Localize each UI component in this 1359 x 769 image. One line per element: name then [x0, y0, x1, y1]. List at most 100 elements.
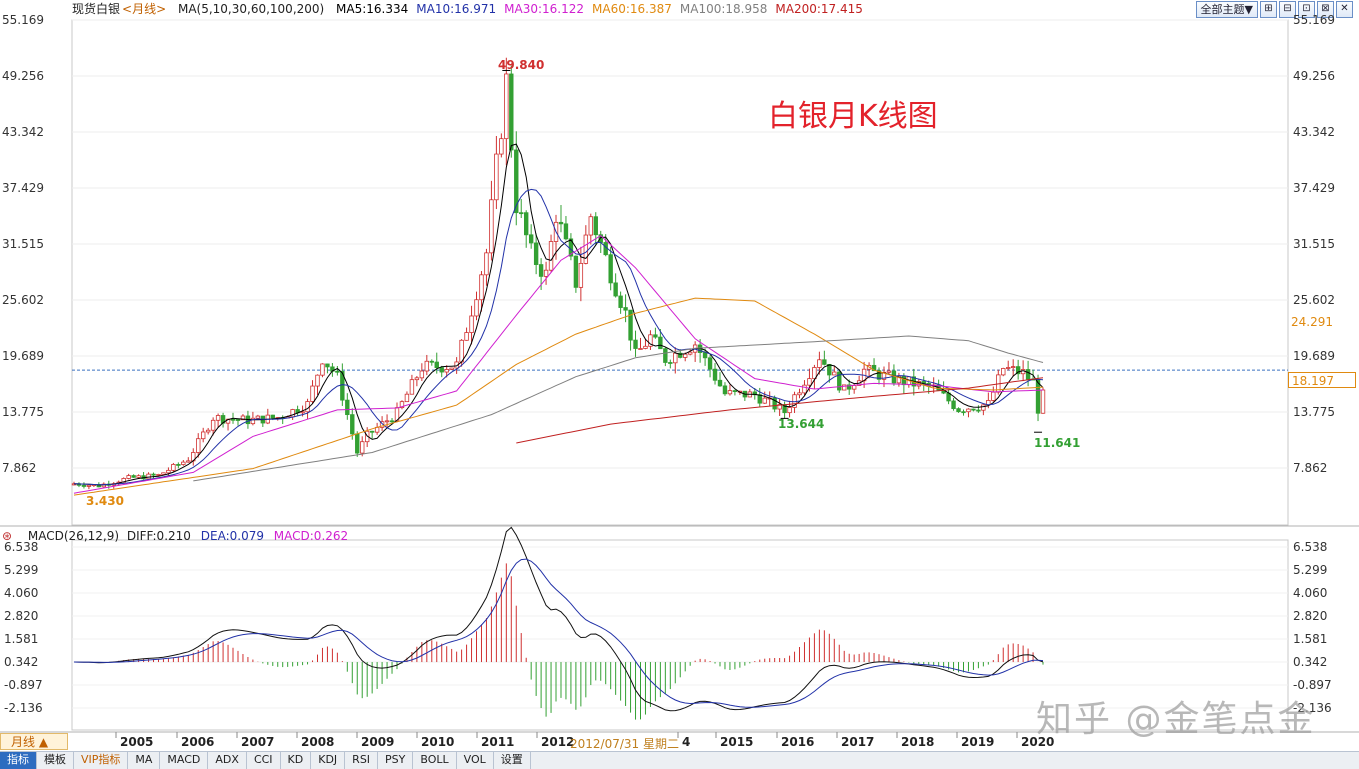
macd-value: MACD:0.262: [273, 529, 349, 543]
candle-body: [886, 370, 892, 373]
candle-body: [524, 212, 529, 236]
x-tick: 2020: [1021, 735, 1055, 749]
indicator-tab-0[interactable]: 指标: [0, 752, 37, 769]
candle-body: [717, 379, 723, 387]
candle-body: [762, 397, 767, 404]
candle-body: [851, 385, 857, 390]
x-tick: 2007: [241, 735, 275, 749]
period-button[interactable]: 月线 ▲: [0, 733, 68, 750]
indicator-tab-11[interactable]: BOLL: [413, 752, 457, 769]
candle-body: [136, 475, 141, 478]
candle-body: [722, 385, 728, 395]
candle-body: [653, 334, 658, 338]
candle-body: [961, 411, 966, 414]
candle-body: [200, 431, 206, 440]
y-tick-left: 19.689: [2, 348, 44, 363]
candle-body: [663, 348, 668, 363]
close-icon[interactable]: ✕: [1336, 1, 1353, 18]
candle-body: [842, 384, 847, 391]
candle-body: [429, 360, 434, 363]
candle-body: [151, 473, 156, 476]
candle-body: [966, 408, 971, 413]
candle-body: [528, 234, 534, 244]
period-tag[interactable]: <月线>: [122, 2, 167, 16]
candle-body: [86, 484, 92, 487]
maximize-icon[interactable]: ⊠: [1317, 1, 1334, 18]
indicator-tab-7[interactable]: KD: [281, 752, 312, 769]
macd-plot-frame: [71, 539, 1289, 731]
indicator-tab-6[interactable]: CCI: [247, 752, 281, 769]
ma-price-tag: 24.291: [1291, 315, 1333, 329]
candle-body: [1025, 369, 1031, 380]
indicator-tab-2[interactable]: VIP指标: [74, 752, 129, 769]
candle-body: [335, 370, 340, 373]
macd-tick-left: 4.060: [4, 585, 39, 600]
candle-body: [673, 352, 678, 364]
candle-body: [1015, 366, 1021, 375]
macd-tick-left: 1.581: [4, 632, 39, 646]
candle-body: [956, 408, 961, 413]
macd-tick-left: -2.136: [4, 701, 43, 715]
indicator-tab-12[interactable]: VOL: [457, 752, 494, 769]
y-tick-left: 49.256: [2, 68, 44, 83]
candle-body: [613, 282, 618, 297]
candle-body: [255, 415, 261, 419]
candle-body: [345, 399, 350, 416]
candle-body: [812, 367, 817, 380]
macd-settings-icon[interactable]: ⊛: [2, 529, 13, 543]
candle-body: [131, 475, 136, 478]
candle-body: [414, 377, 420, 381]
indicator-tab-10[interactable]: PSY: [378, 752, 414, 769]
indicator-tab-5[interactable]: ADX: [208, 752, 247, 769]
candle-body: [449, 367, 454, 370]
indicator-tab-9[interactable]: RSI: [345, 752, 379, 769]
candle-body: [235, 419, 241, 421]
candle-body: [538, 264, 544, 277]
candle-body: [230, 418, 236, 421]
macd-tick-right: 0.342: [1293, 655, 1328, 669]
macd-tick-right: -2.136: [1293, 701, 1332, 715]
x-tick: 2006: [181, 735, 215, 749]
candle-body: [1001, 368, 1006, 376]
candle-body: [971, 408, 976, 411]
macd-diff-line: [73, 526, 1044, 712]
macd-tick-right: 4.060: [1293, 585, 1328, 600]
candle-body: [871, 364, 877, 372]
candle-body: [439, 367, 444, 373]
indicator-tab-4[interactable]: MACD: [160, 752, 209, 769]
candle-body: [797, 392, 802, 396]
macd-params[interactable]: MACD(26,12,9): [27, 529, 120, 543]
ma-params[interactable]: MA(5,10,30,60,100,200): [177, 2, 325, 16]
indicator-tab-3[interactable]: MA: [128, 752, 161, 769]
y-tick-left: 55.169: [2, 13, 44, 27]
macd-legend: ⊛ MACD(26,12,9) DIFF:0.210 DEA:0.079 MAC…: [0, 529, 354, 543]
x-tick: 2019: [961, 735, 995, 749]
theme-select-button[interactable]: 全部主题▼: [1195, 1, 1258, 18]
candle-body: [250, 417, 256, 425]
y-tick-left: 7.862: [2, 461, 37, 475]
macd-tick-left: 0.342: [4, 655, 39, 669]
expand-icon[interactable]: ⊞: [1260, 1, 1277, 18]
candle-body: [881, 371, 887, 380]
y-tick-left: 13.775: [2, 405, 44, 419]
ma-value-0: MA5:16.334: [336, 2, 409, 16]
x-tick: 2017: [841, 735, 875, 749]
candle-body: [732, 390, 738, 393]
collapse-icon[interactable]: ⊟: [1279, 1, 1296, 18]
ma-value-4: MA100:18.958: [679, 2, 768, 16]
macd-tick-left: 5.299: [4, 562, 39, 577]
restore-icon[interactable]: ⊡: [1298, 1, 1315, 18]
candle-body: [981, 404, 986, 411]
candle-body: [573, 255, 579, 288]
indicator-tab-1[interactable]: 模板: [37, 752, 74, 769]
indicator-tab-13[interactable]: 设置: [494, 752, 531, 769]
candle-body: [678, 352, 683, 358]
candle-body: [807, 378, 812, 386]
candle-body: [404, 393, 410, 403]
indicator-tab-8[interactable]: KDJ: [311, 752, 346, 769]
candle-body: [802, 384, 807, 394]
candle-body: [101, 483, 107, 488]
x-tick: 2009: [361, 735, 395, 749]
candle-body: [648, 334, 653, 347]
